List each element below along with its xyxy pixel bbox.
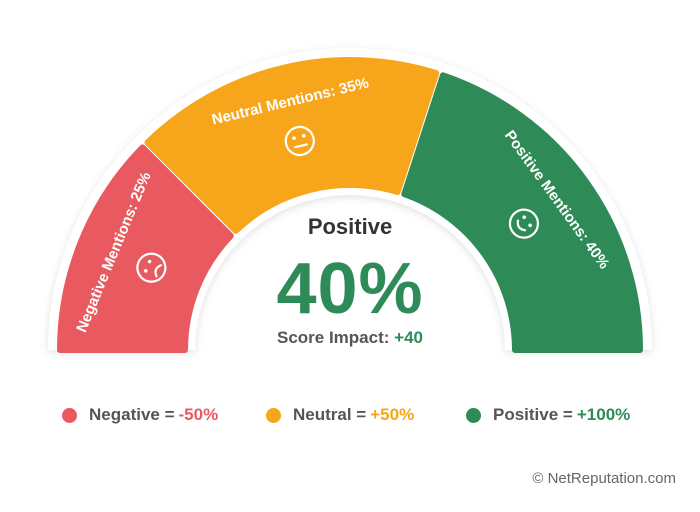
- legend-effect: +100%: [576, 405, 631, 424]
- credit: © NetReputation.com: [532, 470, 676, 487]
- legend-item-positive: Positive = +100%: [466, 403, 630, 427]
- center-value: 40%: [276, 249, 424, 329]
- score-impact-label: Score Impact:: [276, 328, 390, 347]
- legend-dot-neutral: [266, 407, 281, 423]
- legend-item-neutral: Neutral = +50%: [266, 403, 414, 427]
- gauge-segment-negative: [57, 144, 234, 353]
- legend-name: Positive =: [493, 405, 573, 424]
- center-title: Positive: [307, 214, 393, 239]
- gauge-segment-positive: [401, 72, 643, 353]
- legend: Negative = -50% Neutral = +50% Positive …: [0, 403, 700, 427]
- score-impact-value: +40: [394, 328, 423, 347]
- legend-dot-positive: [466, 407, 481, 423]
- legend-name: Neutral =: [293, 405, 367, 424]
- legend-effect: -50%: [178, 405, 219, 424]
- neutral-face-icon: [284, 125, 315, 157]
- happy-face-icon: [508, 208, 540, 239]
- legend-name: Negative =: [89, 405, 175, 424]
- gauge-chart: Negative Mentions: 25%Neutral Mentions: …: [48, 48, 652, 353]
- legend-effect: +50%: [370, 405, 415, 424]
- score-impact: Score Impact: +40: [0, 328, 700, 348]
- gauge-segment-neutral: [144, 57, 440, 234]
- legend-item-negative: Negative = -50%: [62, 403, 218, 427]
- legend-dot-negative: [62, 407, 77, 423]
- sad-face-icon: [136, 252, 167, 283]
